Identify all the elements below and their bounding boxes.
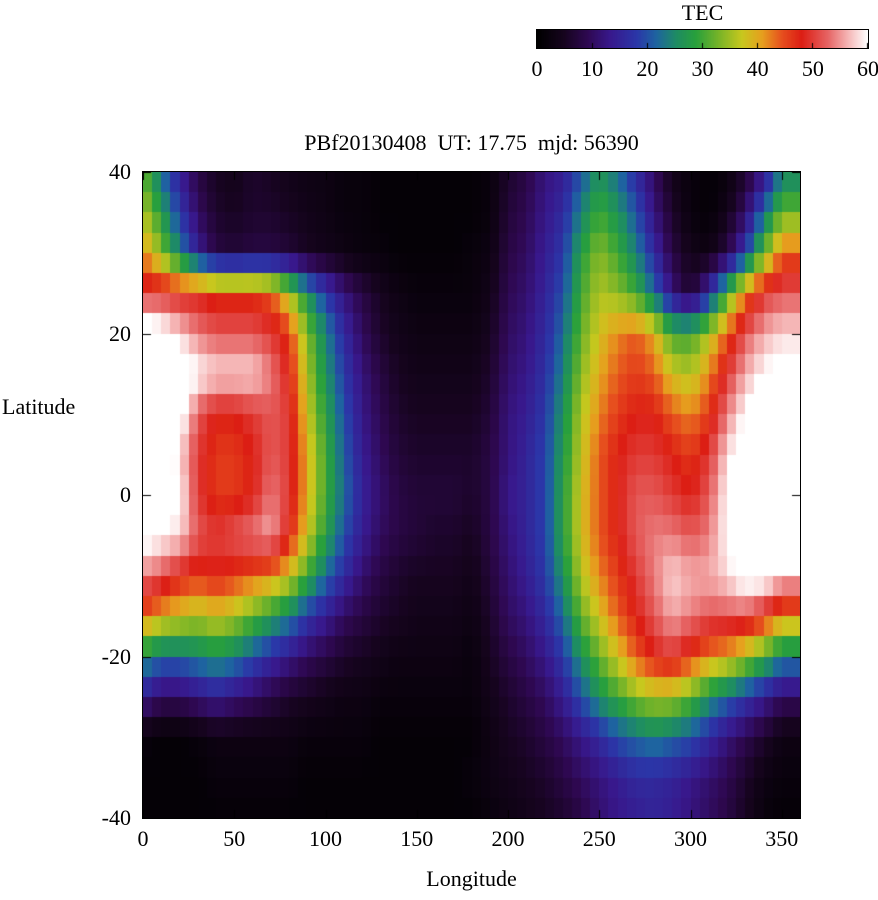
x-tick-label: 0 — [137, 826, 149, 851]
x-tick-label: 350 — [765, 826, 799, 851]
y-tick-label: 20 — [109, 320, 131, 346]
x-tick-label: 200 — [491, 826, 525, 851]
colorbar-tick-label: 30 — [691, 56, 714, 81]
y-tick-label: 40 — [109, 159, 131, 184]
x-tick-label: 250 — [582, 826, 616, 851]
colorbar-tick-label: 20 — [636, 56, 659, 81]
x-tick-label: 100 — [309, 826, 342, 851]
x-tick-label: 50 — [223, 826, 246, 851]
colorbar-tick-label: 40 — [746, 56, 769, 81]
y-tick-label: -20 — [101, 643, 131, 669]
colorbar-tick-label: 50 — [801, 56, 824, 81]
plot-title: PBf20130408 UT: 17.75 mjd: 56390 — [304, 130, 639, 155]
x-axis-label: Longitude — [426, 866, 517, 891]
y-axis-label: Latitude — [2, 394, 76, 419]
y-tick-label: -40 — [101, 805, 131, 830]
x-tick-label: 300 — [674, 826, 707, 851]
colorbar-tick-label: 60 — [857, 56, 878, 81]
heatmap — [142, 171, 801, 819]
colorbar-tick-label: 10 — [581, 56, 604, 81]
colorbar-tick-label: 0 — [531, 56, 543, 81]
colorbar — [536, 29, 869, 49]
colorbar-title: TEC — [681, 0, 724, 25]
y-tick-label: 0 — [120, 482, 131, 507]
x-tick-label: 150 — [400, 826, 434, 851]
